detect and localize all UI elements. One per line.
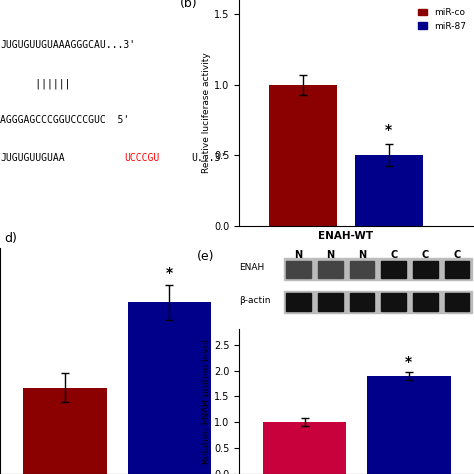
Text: U...3': U...3' xyxy=(191,153,227,163)
Bar xyxy=(367,376,450,474)
Text: AGGGAGCCCGGUCCCGUC  5': AGGGAGCCCGGUCCCGUC 5' xyxy=(0,115,129,125)
Bar xyxy=(318,261,343,278)
Bar xyxy=(355,155,423,226)
Text: (e): (e) xyxy=(197,250,215,263)
Text: C: C xyxy=(390,250,397,260)
Bar xyxy=(269,85,337,226)
Y-axis label: Relative luciferase activity: Relative luciferase activity xyxy=(202,53,211,173)
Bar xyxy=(284,291,472,313)
Bar xyxy=(381,293,406,310)
Bar xyxy=(263,422,346,474)
Bar xyxy=(381,261,406,278)
Bar xyxy=(445,293,469,310)
Text: JUGUGUUGUAAAGGGCAU...3': JUGUGUUGUAAAGGGCAU...3' xyxy=(0,40,135,50)
Text: *: * xyxy=(166,266,173,280)
Text: N: N xyxy=(358,250,366,260)
Bar xyxy=(286,293,311,310)
Text: (b): (b) xyxy=(180,0,197,10)
Bar xyxy=(413,261,438,278)
Text: ENAH: ENAH xyxy=(239,264,264,273)
Text: *: * xyxy=(385,123,392,137)
Text: C: C xyxy=(422,250,429,260)
Text: β-actin: β-actin xyxy=(239,296,271,305)
Bar xyxy=(128,302,211,474)
Text: ||||||: |||||| xyxy=(0,78,71,89)
Text: JUGUGUUGUAA: JUGUGUUGUAA xyxy=(0,153,64,163)
Bar xyxy=(413,293,438,310)
Text: C: C xyxy=(453,250,461,260)
Text: UCCCGU: UCCCGU xyxy=(124,153,159,163)
Legend: miR-co, miR-87: miR-co, miR-87 xyxy=(414,5,469,34)
Bar xyxy=(24,388,107,474)
Bar xyxy=(350,293,374,310)
Bar xyxy=(318,293,343,310)
Text: *: * xyxy=(405,355,412,369)
Text: d): d) xyxy=(5,232,18,245)
Text: N: N xyxy=(294,250,303,260)
Y-axis label: Relative ENAH protein level: Relative ENAH protein level xyxy=(202,339,211,464)
Text: N: N xyxy=(326,250,334,260)
Bar xyxy=(350,261,374,278)
Bar xyxy=(286,261,311,278)
Bar xyxy=(284,258,472,280)
Bar xyxy=(445,261,469,278)
